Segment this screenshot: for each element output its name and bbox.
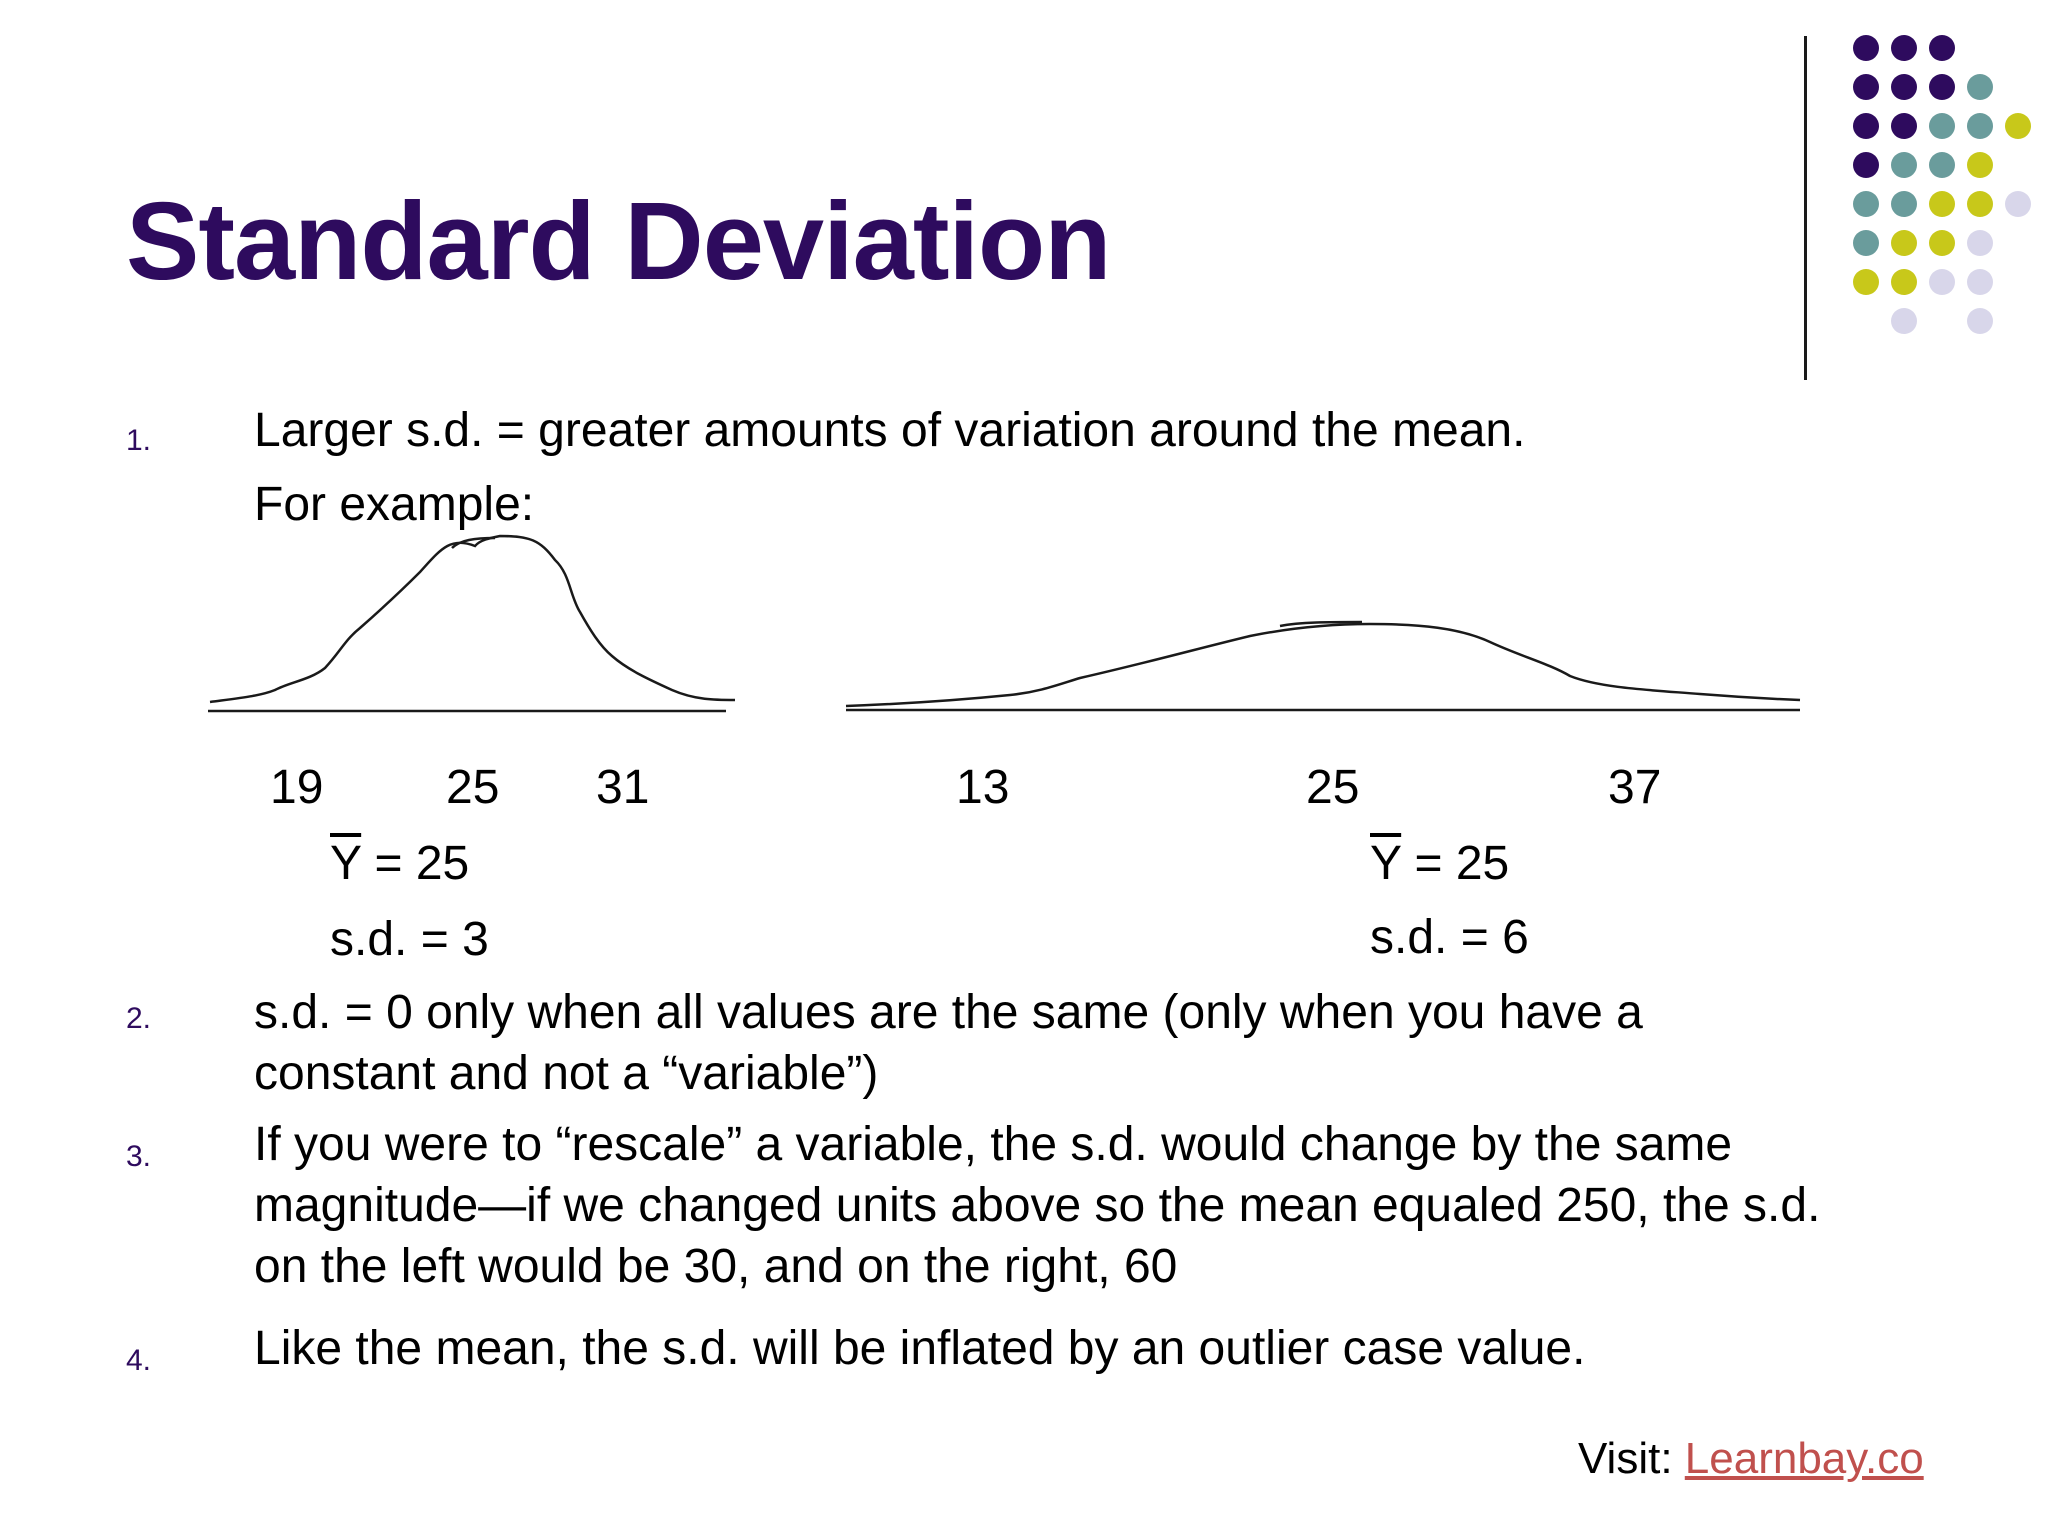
decorative-dot xyxy=(1929,269,1955,295)
decorative-dot xyxy=(1967,308,1993,334)
learnbay-link[interactable]: Learnbay.co xyxy=(1684,1434,1924,1483)
decorative-dot xyxy=(1891,35,1917,61)
decorative-dot xyxy=(1853,230,1879,256)
decorative-dot xyxy=(1891,269,1917,295)
right-tick-25: 25 xyxy=(1306,761,1360,814)
item-2-line-1: s.d. = 0 only when all values are the sa… xyxy=(254,986,1643,1039)
decorative-dot xyxy=(1967,230,1993,256)
decorative-dot xyxy=(1929,74,1955,100)
decorative-dot xyxy=(1967,191,1993,217)
item-4-line-1: Like the mean, the s.d. will be inflated… xyxy=(254,1322,1586,1375)
slide-title: Standard Deviation xyxy=(126,180,1111,303)
decorative-dot xyxy=(1891,74,1917,100)
distribution-curves xyxy=(208,534,1801,713)
item-3-number: 3. xyxy=(126,1140,152,1173)
visit-label: Visit: xyxy=(1578,1434,1685,1483)
decorative-dot xyxy=(1853,35,1879,61)
left-sd-label: s.d. = 3 xyxy=(330,913,489,966)
decorative-dot xyxy=(1967,113,1993,139)
right-sd-label: s.d. = 6 xyxy=(1370,911,1529,964)
decorative-dot xyxy=(1891,308,1917,334)
decorative-dot xyxy=(1891,152,1917,178)
left-tick-31: 31 xyxy=(596,761,650,814)
right-wide-curve xyxy=(845,622,1801,708)
visit-footer: Visit: Learnbay.co xyxy=(1578,1434,1924,1484)
left-tick-25: 25 xyxy=(446,761,500,814)
decorative-dot xyxy=(1891,113,1917,139)
decorative-dot xyxy=(1929,191,1955,217)
right-tick-37: 37 xyxy=(1608,761,1662,814)
decorative-dot xyxy=(1929,35,1955,61)
right-peak-mark xyxy=(1279,620,1363,628)
decorative-dot xyxy=(1853,152,1879,178)
decorative-dot xyxy=(2005,113,2031,139)
right-tick-13: 13 xyxy=(956,761,1010,814)
item-1-number: 1. xyxy=(126,424,152,457)
left-tick-19: 19 xyxy=(270,761,324,814)
decorative-dot xyxy=(1967,269,1993,295)
decorative-dot xyxy=(2005,191,2031,217)
item-1-line-1: Larger s.d. = greater amounts of variati… xyxy=(254,404,1526,457)
decorative-dot-grid xyxy=(1853,35,2031,334)
decorative-dot xyxy=(1929,230,1955,256)
decorative-dot xyxy=(1853,269,1879,295)
right-mean-symbol: Y xyxy=(1370,837,1402,890)
right-mean-label: Y = 25 xyxy=(1370,836,1509,891)
left-peak-mark xyxy=(451,536,496,549)
left-mean-value: = 25 xyxy=(361,837,470,890)
left-mean-label: Y = 25 xyxy=(330,836,469,891)
item-2-line-2: constant and not a “variable”) xyxy=(254,1047,879,1100)
item-2-number: 2. xyxy=(126,1002,152,1035)
decorative-dot xyxy=(1853,74,1879,100)
left-narrow-curve xyxy=(209,534,736,704)
decorative-dot xyxy=(1929,113,1955,139)
decorative-vertical-line xyxy=(1804,36,1807,380)
decorative-dot xyxy=(1967,74,1993,100)
item-3-line-3: on the left would be 30, and on the righ… xyxy=(254,1240,1178,1293)
decorative-dot xyxy=(1891,191,1917,217)
decorative-dot xyxy=(1853,191,1879,217)
decorative-dot xyxy=(1967,152,1993,178)
decorative-dot xyxy=(1891,230,1917,256)
item-3-line-2: magnitude—if we changed units above so t… xyxy=(254,1179,1821,1232)
item-3-line-1: If you were to “rescale” a variable, the… xyxy=(254,1118,1733,1171)
left-mean-symbol: Y xyxy=(330,837,362,890)
decorative-dot xyxy=(1929,152,1955,178)
decorative-dot xyxy=(1853,113,1879,139)
right-mean-value: = 25 xyxy=(1401,837,1510,890)
item-1-line-2: For example: xyxy=(254,478,535,531)
item-4-number: 4. xyxy=(126,1344,152,1377)
